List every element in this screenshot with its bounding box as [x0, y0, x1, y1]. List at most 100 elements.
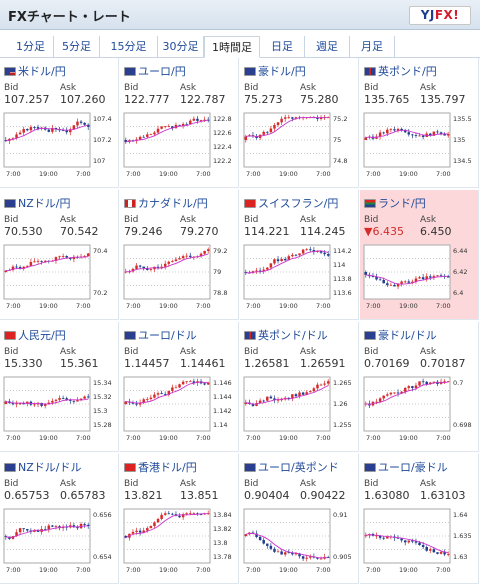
ask-value: 135.797	[420, 93, 466, 106]
pair-title[interactable]: 豪ドル/円	[244, 63, 306, 78]
ask-value: 0.70187	[420, 357, 466, 370]
pair-name[interactable]: ユーロ/円	[138, 65, 186, 78]
candle-body	[316, 384, 319, 389]
pair-name[interactable]: ユーロ/ドル	[138, 329, 197, 342]
rate-cell[interactable]: ユーロ/豪ドル Bid Ask 1.63080 1.63103 1.64 1.635 1.63…	[360, 454, 479, 584]
rate-cell[interactable]: NZドル/円 Bid Ask 70.530 70.542 70.4 70.2 7:00 19:0…	[0, 190, 119, 320]
pair-name[interactable]: カナダドル/円	[138, 197, 208, 210]
candle-body	[375, 535, 378, 537]
pair-title[interactable]: NZドル/ドル	[4, 459, 82, 474]
rate-cell[interactable]: カナダドル/円 Bid Ask 79.246 79.270 79.2 79 78.8 7:00 1…	[120, 190, 239, 320]
pair-title[interactable]: カナダドル/円	[124, 195, 208, 210]
x-tick-label: 19:00	[399, 302, 418, 310]
pair-title[interactable]: 英ポンド/円	[364, 63, 437, 78]
rate-cell[interactable]: 人民元/円 Bid Ask 15.330 15.361 15.34 15.32 15.3 15.…	[0, 322, 119, 452]
pair-title[interactable]: 香港ドル/円	[124, 459, 197, 474]
pair-name[interactable]: 英ポンド/円	[378, 65, 437, 78]
rate-cell[interactable]: 香港ドル/円 Bid Ask 13.821 13.851 13.84 13.82 13.8 13…	[120, 454, 239, 584]
x-tick-label: 7:00	[6, 566, 21, 574]
bid-label: Bid	[124, 347, 139, 357]
pair-title[interactable]: 英ポンド/ドル	[244, 327, 328, 342]
pair-name[interactable]: NZドル/円	[18, 197, 71, 210]
rate-cell[interactable]: ユーロ/円 Bid Ask 122.777 122.787 122.8 122.6 122.4…	[120, 58, 239, 188]
pair-name[interactable]: 豪ドル/ドル	[378, 329, 437, 342]
yjfx-logo[interactable]: YJFX!	[409, 6, 471, 25]
x-tick-label: 7:00	[6, 434, 21, 442]
bid-value: 15.330	[4, 357, 43, 370]
rate-cell[interactable]: スイスフラン/円 Bid Ask 114.221 114.245 114.2 114 113.…	[240, 190, 359, 320]
pair-title[interactable]: ユーロ/英ポンド	[244, 459, 339, 474]
candle-body	[269, 396, 273, 399]
pair-title[interactable]: ユーロ/豪ドル	[364, 459, 448, 474]
candle-body	[76, 121, 79, 126]
candle-body	[382, 132, 385, 134]
pair-title[interactable]: 豪ドル/ドル	[364, 327, 437, 342]
bid-value: 0.90404	[244, 489, 290, 502]
pair-title[interactable]: 米ドル/円	[4, 63, 66, 78]
candle-body	[326, 254, 330, 256]
tab-1[interactable]: 5分足	[54, 36, 100, 58]
au-flag-icon	[244, 67, 256, 76]
candle-body	[185, 255, 188, 257]
pair-name[interactable]: スイスフラン/円	[258, 197, 339, 210]
candle-body	[163, 263, 167, 267]
pair-name[interactable]: ユーロ/豪ドル	[378, 461, 448, 474]
pair-name[interactable]: ユーロ/英ポンド	[258, 461, 339, 474]
bid-label: Bid	[364, 215, 379, 225]
y-tick-label: 15.3	[93, 407, 107, 415]
bid-value: 1.63080	[364, 489, 410, 502]
candle-body	[11, 138, 15, 140]
pair-title[interactable]: ユーロ/ドル	[124, 327, 197, 342]
pair-name[interactable]: NZドル/ドル	[18, 461, 82, 474]
x-tick-label: 19:00	[279, 170, 298, 178]
y-tick-label: 1.146	[213, 379, 232, 387]
pair-name[interactable]: 香港ドル/円	[138, 461, 197, 474]
rate-cell[interactable]: 米ドル/円 Bid Ask 107.257 107.260 107.4 107.2 107 7:…	[0, 58, 119, 188]
pair-title[interactable]: 人民元/円	[4, 327, 66, 342]
tab-2[interactable]: 15分足	[100, 36, 158, 58]
x-tick-label: 7:00	[316, 566, 331, 574]
candle-body	[4, 401, 8, 404]
candle-body	[22, 129, 25, 133]
pair-name[interactable]: 人民元/円	[18, 329, 66, 342]
pair-title[interactable]: ユーロ/円	[124, 63, 186, 78]
candle-body	[206, 513, 210, 515]
pair-title[interactable]: NZドル/円	[4, 195, 71, 210]
pair-name[interactable]: 米ドル/円	[18, 65, 66, 78]
rate-cell[interactable]: ユーロ/英ポンド Bid Ask 0.90404 0.90422 0.91 0.905 7:0…	[240, 454, 359, 584]
pair-title[interactable]: ランド/円	[364, 195, 426, 210]
ask-value: 79.270	[180, 225, 219, 238]
rate-cell[interactable]: ランド/円 Bid Ask ▼6.435 6.450 6.44 6.42 6.4 7:00 19:…	[360, 190, 479, 320]
tab-3[interactable]: 30分足	[158, 36, 204, 58]
y-tick-label: 1.63	[453, 553, 467, 561]
tab-0[interactable]: 1分足	[8, 36, 54, 58]
pair-name[interactable]: 豪ドル/円	[258, 65, 306, 78]
tab-6[interactable]: 週足	[305, 36, 350, 58]
bid-label: Bid	[364, 83, 379, 93]
tab-5[interactable]: 日足	[260, 36, 305, 58]
rate-cell[interactable]: 豪ドル/円 Bid Ask 75.273 75.280 75.2 75 74.8 7:00 19:…	[240, 58, 359, 188]
rate-cell[interactable]: 豪ドル/ドル Bid Ask 0.70169 0.70187 0.7 0.698 7:00 19…	[360, 322, 479, 452]
candle-body	[33, 127, 36, 128]
pair-name[interactable]: ランド/円	[378, 197, 426, 210]
bid-label: Bid	[364, 347, 379, 357]
candle-body	[86, 253, 90, 256]
candle-body	[43, 403, 47, 406]
candle-body	[283, 117, 287, 119]
pair-title[interactable]: スイスフラン/円	[244, 195, 339, 210]
rate-cell[interactable]: 英ポンド/ドル Bid Ask 1.26581 1.26591 1.265 1.26 1.25…	[240, 322, 359, 452]
candle-body	[47, 129, 51, 132]
tab-7[interactable]: 月足	[350, 36, 395, 58]
candle-body	[65, 256, 68, 258]
rate-cell[interactable]: ユーロ/ドル Bid Ask 1.14457 1.14461 1.146 1.144 1.14…	[120, 322, 239, 452]
candle-body	[15, 403, 18, 405]
candle-body	[142, 399, 145, 403]
rate-cell[interactable]: 英ポンド/円 Bid Ask 135.765 135.797 135.5 135 134.5 7…	[360, 58, 479, 188]
candle-body	[4, 140, 8, 141]
y-tick-label: 78.8	[213, 289, 227, 297]
pair-name[interactable]: 英ポンド/ドル	[258, 329, 328, 342]
rate-cell[interactable]: NZドル/ドル Bid Ask 0.65753 0.65783 0.656 0.654 7:0…	[0, 454, 119, 584]
tab-4[interactable]: 1時間足	[204, 36, 260, 58]
